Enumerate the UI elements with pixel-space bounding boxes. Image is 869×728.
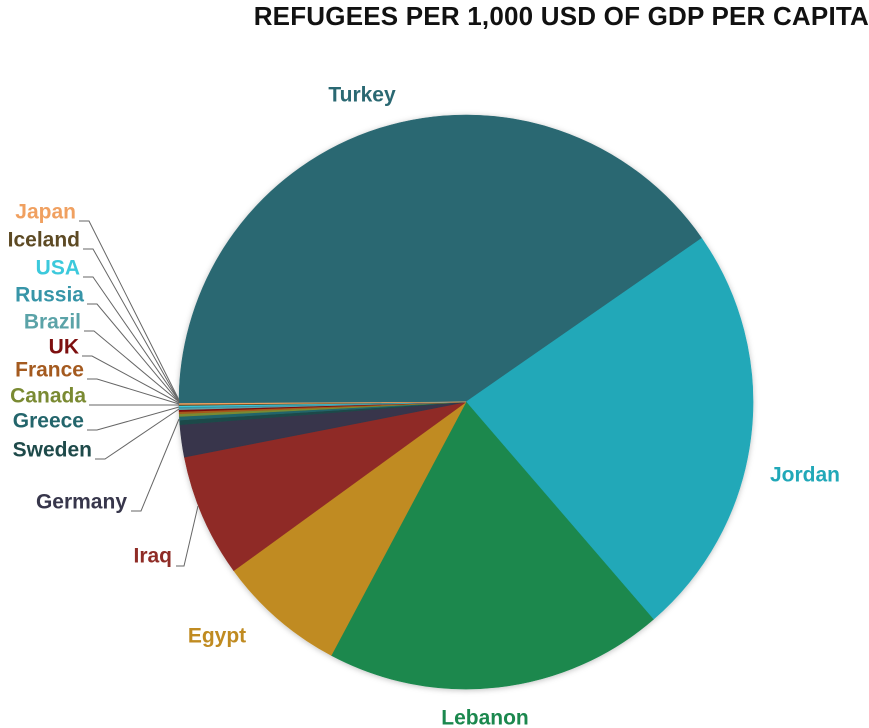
- pie-slice-iraq: [183, 401, 467, 572]
- leader-line-uk: [82, 355, 180, 404]
- leader-line-usa: [83, 276, 180, 402]
- slice-label-turkey: Turkey: [328, 84, 396, 107]
- slice-label-uk: UK: [49, 336, 79, 359]
- slice-label-lebanon: Lebanon: [441, 707, 529, 728]
- slice-label-usa: USA: [36, 257, 80, 280]
- slice-label-jordan: Jordan: [770, 464, 840, 487]
- leader-line-russia: [87, 303, 180, 403]
- pie-slice-jordan: [465, 237, 754, 620]
- leader-line-greece: [87, 406, 180, 431]
- slice-label-brazil: Brazil: [24, 311, 81, 334]
- slice-label-canada: Canada: [10, 385, 86, 408]
- pie-slice-egypt: [233, 401, 467, 656]
- slice-label-germany: Germany: [36, 491, 127, 514]
- leader-line-germany: [131, 418, 180, 512]
- slice-label-france: France: [15, 359, 84, 382]
- slice-label-iraq: Iraq: [133, 545, 172, 568]
- slice-label-egypt: Egypt: [188, 625, 246, 648]
- chart-title: REFUGEES PER 1,000 USD OF GDP PER CAPITA: [253, 1, 869, 31]
- leader-line-france: [87, 378, 180, 405]
- leader-line-iraq: [176, 505, 199, 567]
- leader-line-iceland: [83, 248, 180, 402]
- pie-slice-turkey: [178, 114, 703, 404]
- slice-label-japan: Japan: [15, 201, 76, 224]
- leader-line-brazil: [84, 330, 180, 403]
- slice-label-sweden: Sweden: [13, 439, 92, 462]
- leader-line-japan: [79, 220, 180, 401]
- slice-label-iceland: Iceland: [8, 229, 80, 252]
- pie-slice-lebanon: [330, 401, 654, 690]
- slice-label-russia: Russia: [15, 284, 84, 307]
- leader-line-sweden: [95, 408, 180, 460]
- slice-label-greece: Greece: [13, 410, 84, 433]
